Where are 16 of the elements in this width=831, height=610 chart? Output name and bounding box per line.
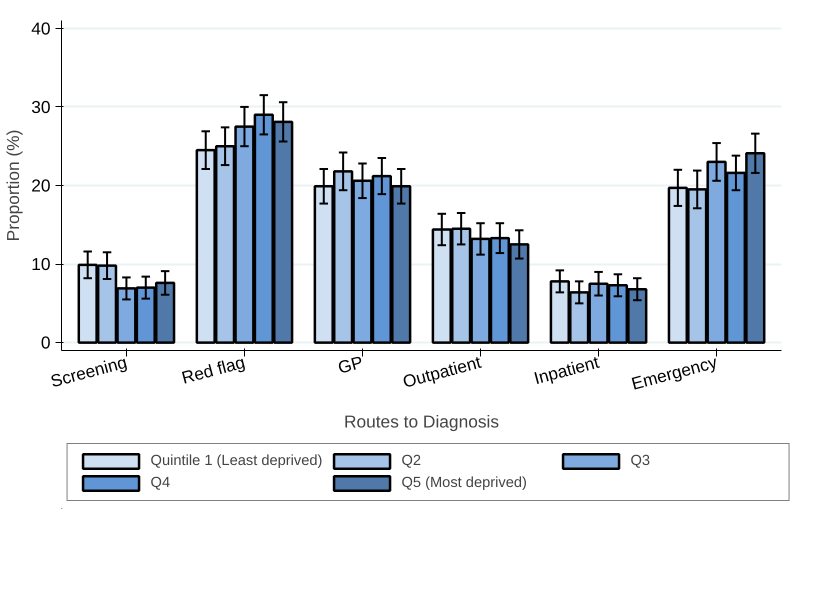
y-tick-label: 10 [31,254,51,274]
legend-label: Q3 [630,452,652,468]
x-tick-label: Screening [48,352,129,392]
legend-label: Quintile 1 (Least deprived) [150,452,322,468]
y-tick-label: 40 [31,18,51,38]
legend-label: Q2 [401,452,422,468]
y-tick-label: 0 [40,332,51,353]
legend-label: Q4 [150,474,172,490]
legend-label: Q5 (Most deprived) [401,474,528,490]
x-axis-title: Routes to Diagnosis [344,411,500,432]
x-tick-label: GP [336,352,366,378]
y-tick-label: 30 [31,96,51,117]
y-axis-title: Proportion (%) [3,130,24,242]
y-tick-label: 20 [31,176,51,196]
x-tick-label: Inpatient [532,352,602,388]
x-tick-label: Red flag [180,352,248,388]
